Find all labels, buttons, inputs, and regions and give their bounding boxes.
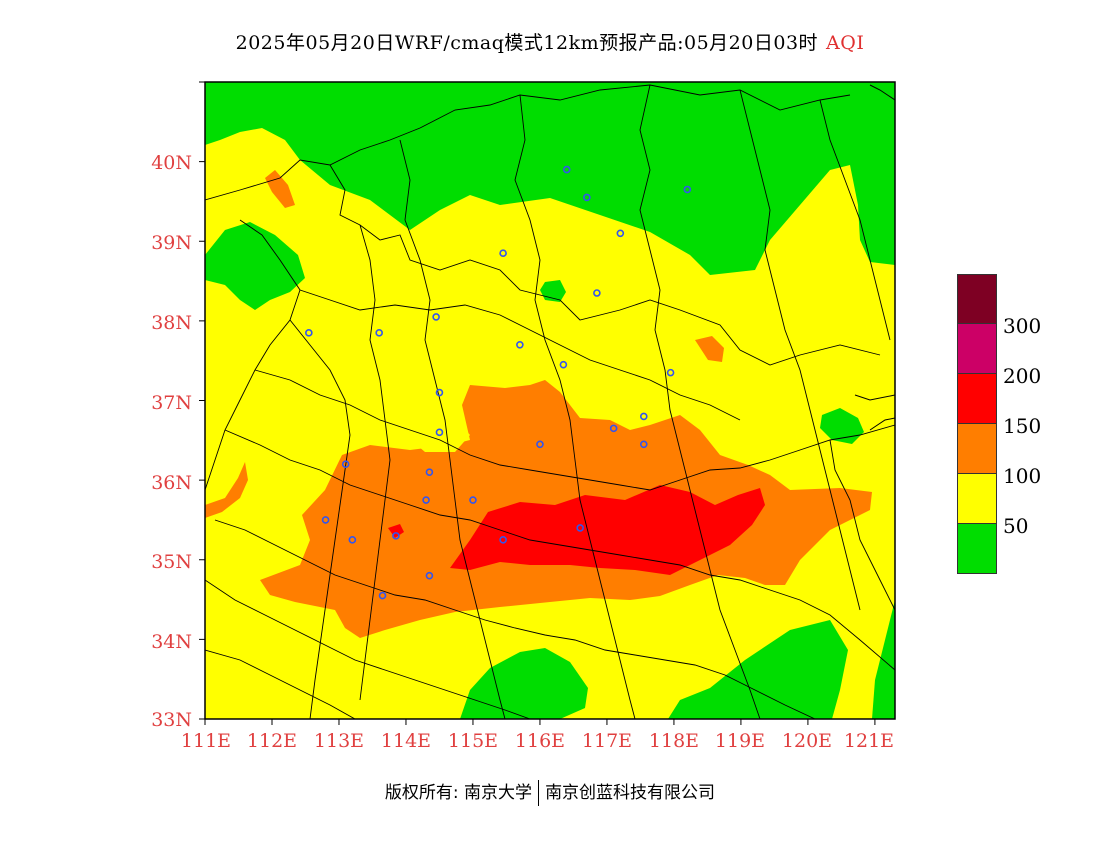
legend-label-300: 300 xyxy=(1003,314,1042,338)
station-marker xyxy=(321,516,330,524)
station-marker xyxy=(305,329,313,337)
copyright-footer: 版权所有: 南京大学 南京创蓝科技有限公司 xyxy=(0,778,1100,806)
aqi-region-usg-east xyxy=(695,336,724,362)
station-marker xyxy=(683,185,692,194)
aqi-region-good-coast xyxy=(820,408,864,444)
lat-label-39: 39N xyxy=(151,232,192,254)
legend-band-unhealthy xyxy=(957,374,997,424)
aqi-region-good-south2 xyxy=(668,620,848,719)
lon-label-115: 115E xyxy=(448,730,498,752)
footer-divider xyxy=(538,780,540,806)
lat-label-36: 36N xyxy=(151,472,192,494)
lon-label-120: 120E xyxy=(782,730,832,752)
station-marker xyxy=(435,388,444,397)
station-marker xyxy=(583,193,591,202)
station-marker xyxy=(616,229,625,238)
station-marker xyxy=(392,532,400,540)
station-marker xyxy=(639,412,648,421)
station-marker xyxy=(639,440,648,449)
aqi-region-good-south3 xyxy=(872,600,895,719)
aqi-region-unhealthy-small xyxy=(388,524,404,538)
lon-label-118: 118E xyxy=(649,730,699,752)
chart-title: 2025年05月20日WRF/cmaq模式12km预报产品:05月20日03时 A… xyxy=(0,28,1100,55)
station-marker xyxy=(559,360,568,369)
lon-label-119: 119E xyxy=(715,730,765,752)
station-marker xyxy=(536,440,544,449)
aqi-region-good-north xyxy=(205,82,895,275)
footer-left: 版权所有: 南京大学 xyxy=(384,783,533,803)
aqi-region-usg-west xyxy=(205,462,248,518)
legend-band-hazardous xyxy=(957,274,997,324)
lon-label-121: 121E xyxy=(844,730,894,752)
lon-label-117: 117E xyxy=(582,730,632,752)
station-marker xyxy=(516,340,524,349)
legend-band-good xyxy=(957,524,997,574)
lat-label-35: 35N xyxy=(151,551,192,573)
aqi-region-unhealthy xyxy=(450,485,765,575)
footer-right: 南京创蓝科技有限公司 xyxy=(545,783,716,803)
station-marker xyxy=(562,165,571,174)
station-marker xyxy=(435,428,444,437)
aqi-region-usg-north xyxy=(265,170,295,208)
station-marker xyxy=(499,536,507,544)
station-marker xyxy=(348,536,357,544)
aqi-region-good-west xyxy=(205,222,305,310)
admin-boundaries xyxy=(205,84,895,719)
legend-label-200: 200 xyxy=(1003,364,1042,388)
station-marker xyxy=(499,249,507,257)
legend-label-150: 150 xyxy=(1003,414,1042,438)
lon-label-116: 116E xyxy=(515,730,565,752)
station-marker xyxy=(576,524,584,532)
legend-band-usg xyxy=(957,424,997,474)
lat-label-40: 40N xyxy=(151,152,192,174)
lon-axis: 111E 112E 113E 114E 115E 116E 117E 118E … xyxy=(181,730,894,752)
station-marker xyxy=(609,424,618,433)
station-marker xyxy=(375,329,383,337)
legend-label-100: 100 xyxy=(1003,464,1042,488)
station-marker xyxy=(422,496,430,504)
aqi-legend xyxy=(957,274,997,574)
aqi-field xyxy=(205,82,895,719)
station-marker xyxy=(341,460,350,469)
legend-label-50: 50 xyxy=(1003,514,1029,538)
lat-axis: 40N 39N 38N 37N 36N 35N 34N 33N xyxy=(151,152,192,731)
coastline xyxy=(854,84,895,431)
legend-band-moderate xyxy=(957,474,997,524)
station-markers xyxy=(305,165,692,600)
title-variable: AQI xyxy=(826,32,865,54)
station-marker xyxy=(469,496,477,504)
lon-label-113: 113E xyxy=(314,730,364,752)
lon-label-114: 114E xyxy=(381,730,431,752)
aqi-region-good-south1 xyxy=(460,648,588,719)
station-marker xyxy=(432,313,440,321)
lat-label-33: 33N xyxy=(151,709,192,731)
lat-label-37: 37N xyxy=(151,392,192,414)
lon-label-111: 111E xyxy=(181,730,231,752)
lat-label-38: 38N xyxy=(151,312,192,334)
title-main: 2025年05月20日WRF/cmaq模式12km预报产品:05月20日03时 xyxy=(235,32,819,54)
lon-label-112: 112E xyxy=(247,730,297,752)
station-marker xyxy=(378,591,387,600)
axis-ticks xyxy=(199,81,876,725)
station-marker xyxy=(425,571,434,580)
station-marker xyxy=(593,289,601,297)
station-marker xyxy=(666,368,675,377)
station-marker xyxy=(425,468,434,476)
lat-label-34: 34N xyxy=(151,631,192,653)
legend-band-very-unhealthy xyxy=(957,324,997,374)
